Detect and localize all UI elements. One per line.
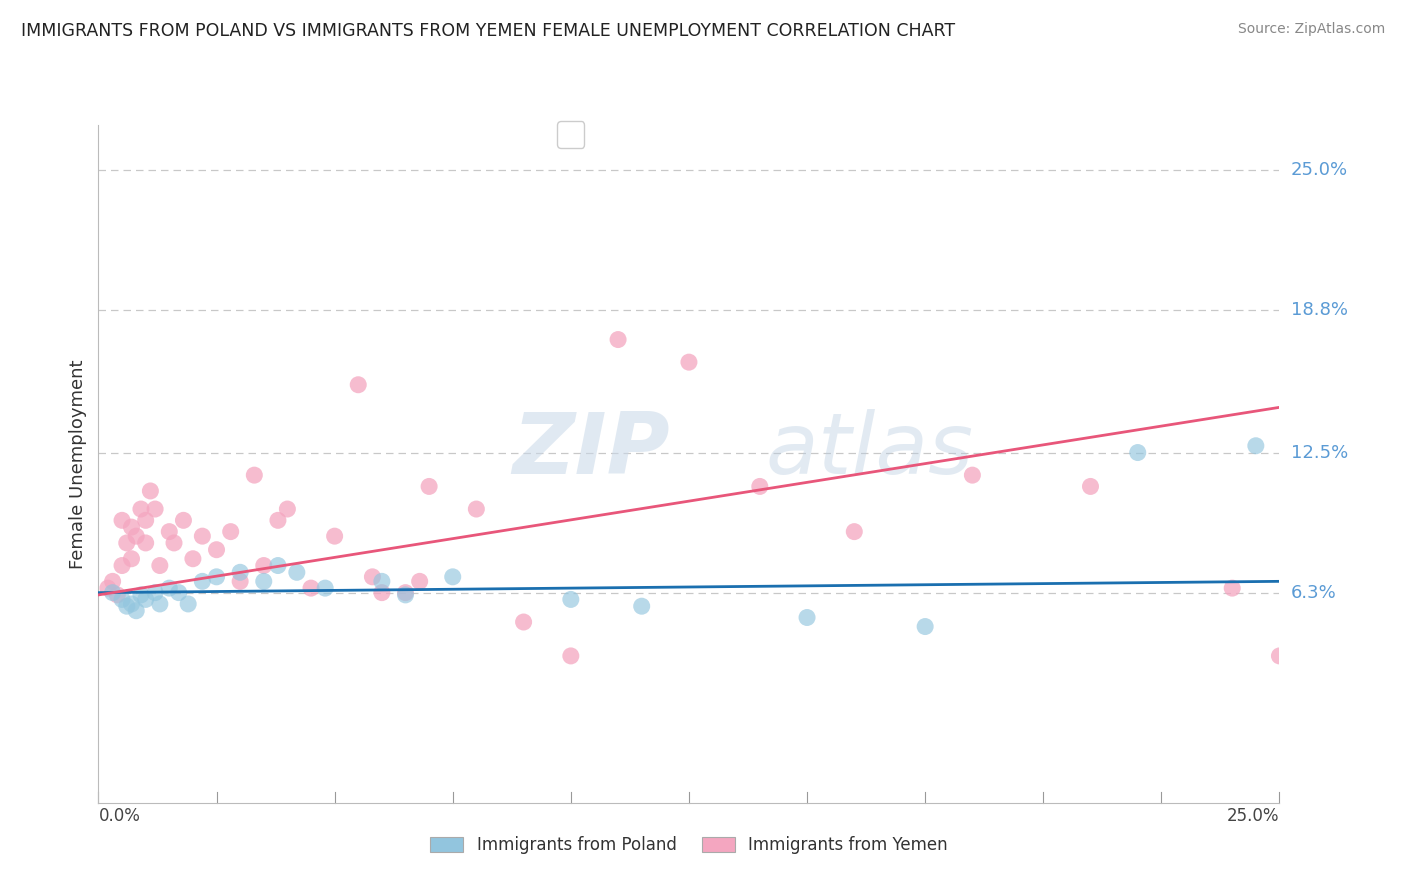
Point	[285, 566, 308, 580]
Text: Source: ZipAtlas.com: Source: ZipAtlas.com	[1237, 22, 1385, 37]
Point	[205, 570, 228, 584]
Legend: Immigrants from Poland, Immigrants from Yemen: Immigrants from Poland, Immigrants from …	[422, 828, 956, 863]
Point	[560, 648, 582, 663]
Point	[121, 551, 143, 566]
Point	[560, 592, 582, 607]
Point	[394, 585, 416, 599]
Point	[149, 558, 172, 573]
Point	[111, 558, 134, 573]
Point	[191, 529, 214, 543]
Point	[229, 566, 252, 580]
Point	[121, 520, 143, 534]
Point	[129, 588, 152, 602]
Point	[111, 513, 134, 527]
Point	[844, 524, 866, 539]
Point	[314, 581, 336, 595]
Text: 18.8%: 18.8%	[1291, 301, 1347, 319]
Point	[962, 468, 984, 483]
Point	[135, 513, 157, 527]
Point	[163, 536, 186, 550]
Point	[1268, 648, 1291, 663]
Point	[205, 542, 228, 557]
Point	[125, 604, 148, 618]
Point	[512, 615, 534, 629]
Point	[101, 585, 124, 599]
Point	[1220, 581, 1243, 595]
Text: 6.3%: 6.3%	[1291, 583, 1336, 601]
Text: 12.5%: 12.5%	[1291, 443, 1348, 461]
Point	[139, 483, 162, 498]
Text: IMMIGRANTS FROM POLAND VS IMMIGRANTS FROM YEMEN FEMALE UNEMPLOYMENT CORRELATION : IMMIGRANTS FROM POLAND VS IMMIGRANTS FRO…	[21, 22, 955, 40]
Point	[115, 536, 138, 550]
Point	[441, 570, 464, 584]
Point	[465, 502, 488, 516]
Point	[253, 558, 276, 573]
Point	[347, 377, 370, 392]
Point	[143, 585, 166, 599]
Point	[135, 592, 157, 607]
Point	[97, 581, 120, 595]
Point	[914, 619, 936, 633]
Point	[1126, 445, 1149, 459]
Point	[167, 585, 190, 599]
Point	[121, 597, 143, 611]
Point	[129, 502, 152, 516]
Text: 25.0%: 25.0%	[1227, 807, 1279, 825]
Point	[177, 597, 200, 611]
Point	[191, 574, 214, 589]
Point	[371, 574, 394, 589]
Point	[229, 574, 252, 589]
Point	[630, 599, 652, 614]
Point	[394, 588, 416, 602]
Text: 0.0%: 0.0%	[98, 807, 141, 825]
Point	[607, 333, 630, 347]
Point	[408, 574, 430, 589]
Point	[143, 502, 166, 516]
Point	[253, 574, 276, 589]
Point	[157, 581, 180, 595]
Point	[1244, 439, 1267, 453]
Point	[135, 536, 157, 550]
Text: atlas: atlas	[766, 409, 974, 491]
Point	[267, 558, 290, 573]
Point	[371, 585, 394, 599]
Point	[276, 502, 298, 516]
Point	[796, 610, 818, 624]
Point	[267, 513, 290, 527]
Point	[157, 524, 180, 539]
Point	[323, 529, 346, 543]
Y-axis label: Female Unemployment: Female Unemployment	[69, 359, 87, 568]
Point	[172, 513, 194, 527]
Point	[115, 599, 138, 614]
Point	[125, 529, 148, 543]
Text: ZIP: ZIP	[512, 409, 669, 491]
Point	[149, 597, 172, 611]
Point	[219, 524, 242, 539]
Point	[299, 581, 322, 595]
Point	[748, 479, 770, 493]
Point	[101, 574, 124, 589]
Point	[181, 551, 204, 566]
Point	[1080, 479, 1102, 493]
Text: 25.0%: 25.0%	[1291, 161, 1348, 179]
Point	[361, 570, 384, 584]
Point	[243, 468, 266, 483]
Point	[678, 355, 700, 369]
Point	[418, 479, 440, 493]
Point	[111, 592, 134, 607]
Point	[105, 588, 128, 602]
